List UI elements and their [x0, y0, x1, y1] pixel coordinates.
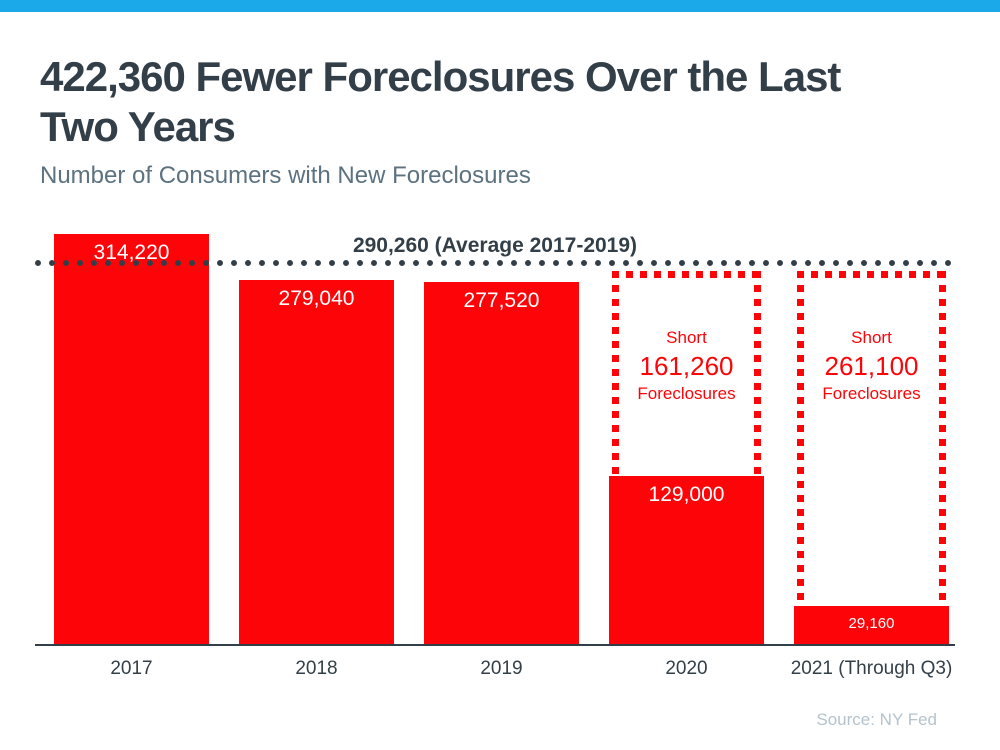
- page-content: 422,360 Fewer Foreclosures Over the Last…: [0, 52, 1000, 730]
- bar-value-label: 279,040: [278, 286, 355, 310]
- bar-value-label: 277,520: [463, 288, 540, 312]
- bar-2017: 314,220: [54, 233, 209, 644]
- bar-value-label: 129,000: [648, 482, 725, 506]
- x-axis-label-2018: 2018: [295, 657, 338, 679]
- bar-2018: 279,040: [239, 279, 394, 644]
- x-axis-label-2019: 2019: [480, 657, 523, 679]
- shortfall-amount: 161,260: [639, 350, 734, 381]
- shortfall-label: Short 261,100 Foreclosures: [797, 326, 946, 406]
- shortfall-box-2020: Short 161,260 Foreclosures: [612, 270, 761, 476]
- plot-area: 290,260 (Average 2017-2019) 314,220 279,0…: [35, 232, 955, 646]
- source-attribution: Source: NY Fed: [816, 709, 937, 729]
- shortfall-word-short: Short: [851, 327, 892, 347]
- top-accent-bar: [0, 0, 1000, 12]
- shortfall-word-foreclosures: Foreclosures: [822, 383, 921, 403]
- average-dotted-line: [35, 259, 955, 266]
- bar-value-label: 29,160: [848, 614, 895, 632]
- bar-2021 (Through Q3): 29,160: [794, 605, 949, 644]
- shortfall-box-2021 (Through Q3): Short 261,100 Foreclosures: [797, 270, 946, 606]
- shortfall-amount: 261,100: [824, 350, 919, 381]
- x-axis-label-2021 (Through Q3): 2021 (Through Q3): [790, 657, 953, 679]
- shortfall-word-short: Short: [666, 327, 707, 347]
- shortfall-label: Short 161,260 Foreclosures: [612, 326, 761, 406]
- bar-2020: 129,000: [609, 475, 764, 644]
- average-line-label: 290,260 (Average 2017-2019): [352, 233, 638, 257]
- chart-subtitle: Number of Consumers with New Foreclosure…: [40, 161, 531, 189]
- x-axis-label-2017: 2017: [110, 657, 153, 679]
- page-title: 422,360 Fewer Foreclosures Over the Last…: [40, 53, 841, 151]
- x-axis-label-2020: 2020: [665, 657, 708, 679]
- bar-2019: 277,520: [424, 281, 579, 644]
- bar-value-label: 314,220: [93, 240, 170, 264]
- shortfall-word-foreclosures: Foreclosures: [637, 383, 736, 403]
- bar-chart: 290,260 (Average 2017-2019) 314,220 279,0…: [35, 232, 955, 688]
- x-axis-labels: 2017 2018 2019 2020 2021 (Through Q3): [35, 646, 955, 688]
